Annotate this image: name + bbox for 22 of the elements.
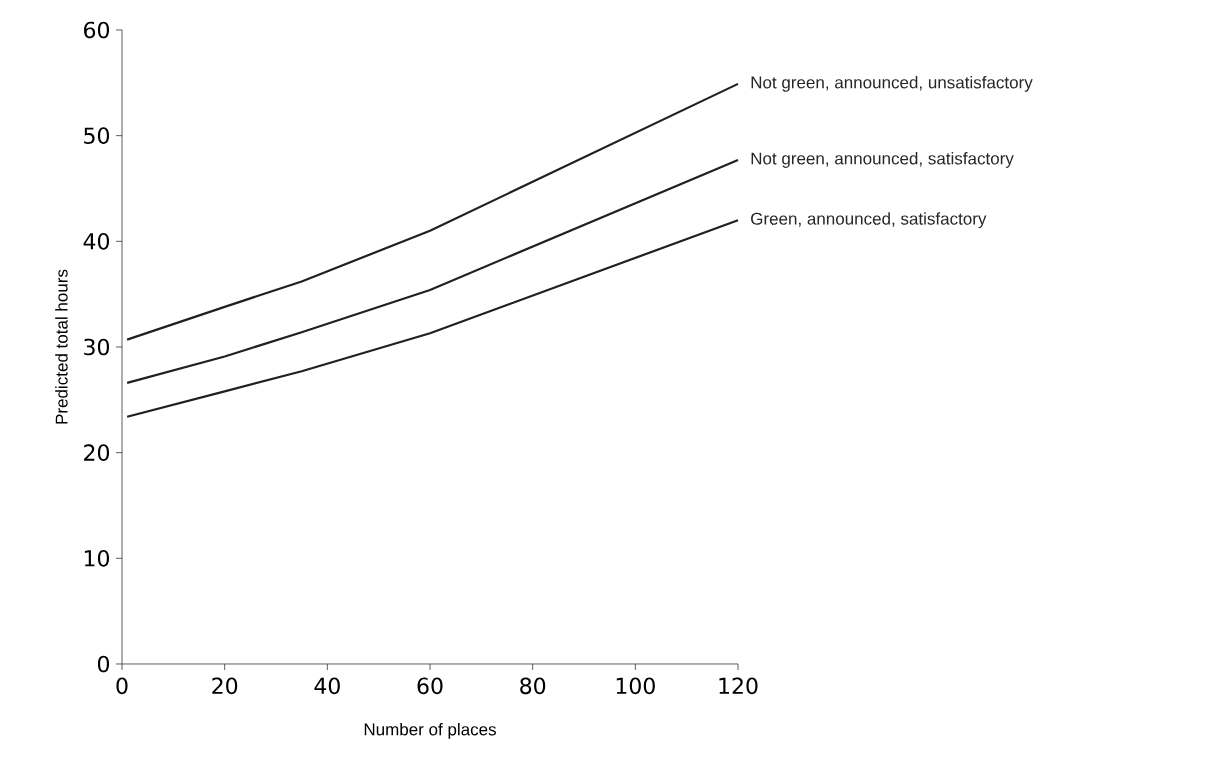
y-tick-label: 50 <box>84 127 110 144</box>
x-tick-label: 100 <box>616 677 655 695</box>
x-tick-label: 80 <box>520 677 546 695</box>
series-label: Green, announced, satisfactory <box>751 212 987 229</box>
y-tick-label: 60 <box>84 21 110 39</box>
line-series <box>126 82 740 341</box>
x-tick-label: 20 <box>212 677 238 695</box>
x-tick-label: 0 <box>116 677 128 695</box>
series-label: Not green, announced, satisfactory <box>751 152 1014 168</box>
x-tick-label: 40 <box>314 677 340 695</box>
y-axis-title: Predicted total hours <box>55 269 68 424</box>
y-tick-label: 20 <box>84 444 110 461</box>
x-tick-label: 120 <box>719 677 758 695</box>
line-series <box>126 219 740 418</box>
line-series <box>126 158 740 385</box>
x-axis-title: Number of places <box>364 722 496 739</box>
y-tick-label: 40 <box>83 233 110 250</box>
y-tick-label: 10 <box>84 550 110 567</box>
series-label: Not green, announced, unsatisfactory <box>751 75 1033 92</box>
y-tick-label: 0 <box>97 655 110 673</box>
x-tick-label: 60 <box>417 677 443 695</box>
y-tick-label: 30 <box>84 338 110 356</box>
